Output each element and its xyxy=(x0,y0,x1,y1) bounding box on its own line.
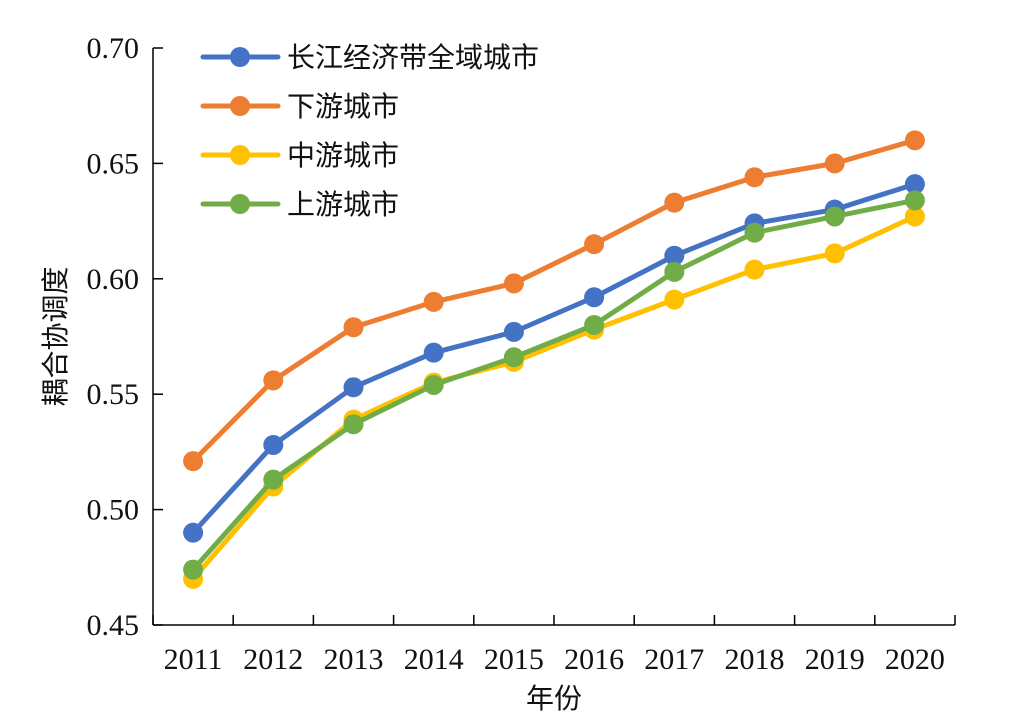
data-point xyxy=(824,153,845,174)
series-line xyxy=(190,181,918,536)
y-tick-label: 0.45 xyxy=(87,609,140,642)
y-tick-label: 0.70 xyxy=(87,32,140,65)
series-line xyxy=(190,137,918,464)
data-point xyxy=(183,559,204,580)
data-point xyxy=(904,174,925,195)
data-point xyxy=(263,434,284,455)
data-point xyxy=(503,347,524,368)
data-point xyxy=(584,314,605,335)
x-ticks: 2011 2012 2013 2014 2015 2016 2017 2018 2019 2020 xyxy=(152,615,956,676)
data-point xyxy=(664,192,685,213)
y-tick-label: 0.50 xyxy=(87,494,140,527)
data-point xyxy=(503,273,524,294)
x-tick-label: 2013 xyxy=(324,643,384,676)
x-axis-title: 年份 xyxy=(526,682,582,715)
x-tick-label: 2011 xyxy=(164,643,223,676)
data-point xyxy=(343,414,364,435)
series-line xyxy=(190,213,918,582)
series-group xyxy=(183,174,925,543)
x-tick-label: 2014 xyxy=(404,643,464,676)
legend-label: 上游城市 xyxy=(287,188,399,221)
data-point xyxy=(423,291,444,312)
x-tick-label: 2015 xyxy=(484,643,544,676)
data-point xyxy=(664,261,685,282)
legend-marker xyxy=(230,145,250,165)
data-point xyxy=(744,222,765,243)
legend-marker xyxy=(230,96,250,116)
x-tick-label: 2019 xyxy=(805,643,865,676)
data-point xyxy=(183,522,204,543)
data-point xyxy=(904,130,925,151)
data-point xyxy=(343,317,364,338)
legend-label: 长江经济带全域城市 xyxy=(287,41,539,74)
series-group xyxy=(183,130,925,472)
series-group xyxy=(183,190,925,580)
legend-marker xyxy=(230,47,250,67)
data-point xyxy=(584,287,605,308)
data-point xyxy=(824,206,845,227)
data-point xyxy=(423,342,444,363)
data-point xyxy=(664,289,685,310)
x-tick-label: 2018 xyxy=(725,643,785,676)
series-line xyxy=(190,197,918,573)
data-point xyxy=(503,321,524,342)
data-point xyxy=(744,167,765,188)
data-point xyxy=(904,190,925,211)
data-point xyxy=(664,245,685,266)
x-tick-label: 2017 xyxy=(644,643,704,676)
data-point xyxy=(423,374,444,395)
y-axis-title: 耦合协调度 xyxy=(39,266,72,406)
legend-marker xyxy=(230,194,250,214)
y-tick-label: 0.60 xyxy=(87,263,140,296)
data-point xyxy=(263,370,284,391)
data-point xyxy=(584,234,605,255)
axes xyxy=(152,48,955,626)
x-tick-label: 2012 xyxy=(243,643,303,676)
y-tick-label: 0.65 xyxy=(87,147,140,180)
data-point xyxy=(183,451,204,472)
data-point xyxy=(744,259,765,280)
data-point xyxy=(904,206,925,227)
y-ticks: 0.45 0.50 0.55 0.60 0.65 0.70 xyxy=(87,32,163,642)
legend-label: 中游城市 xyxy=(287,139,399,172)
series-layer xyxy=(183,130,925,589)
x-tick-label: 2016 xyxy=(564,643,624,676)
data-point xyxy=(824,243,845,264)
x-tick-label: 2020 xyxy=(885,643,945,676)
legend-label: 下游城市 xyxy=(287,90,399,123)
data-point xyxy=(343,377,364,398)
y-tick-label: 0.55 xyxy=(87,378,140,411)
data-point xyxy=(263,469,284,490)
